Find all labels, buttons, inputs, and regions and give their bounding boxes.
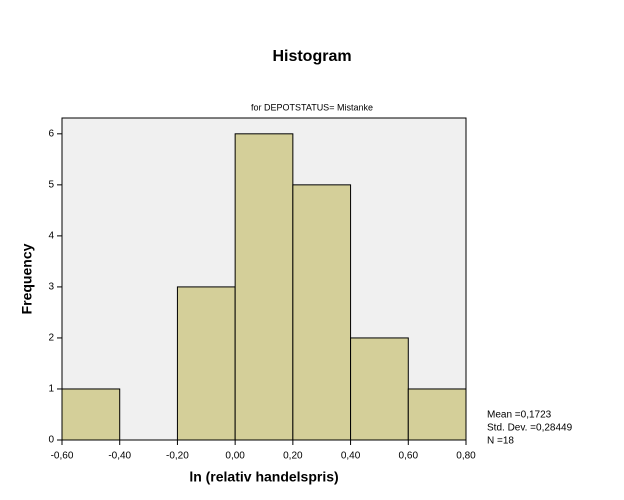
y-tick-label: 0 <box>48 435 54 446</box>
x-tick-label: 0,80 <box>456 451 476 462</box>
x-axis-title: ln (relativ handelspris) <box>189 469 338 485</box>
x-tick-label: 0,40 <box>341 451 361 462</box>
y-tick-label: 4 <box>48 231 54 242</box>
y-tick-label: 2 <box>48 333 54 344</box>
x-tick-label: 0,00 <box>225 451 245 462</box>
x-tick-label: -0,40 <box>108 451 131 462</box>
y-tick-label: 3 <box>48 282 54 293</box>
x-tick-label: 0,60 <box>399 451 419 462</box>
x-tick-label: 0,20 <box>283 451 303 462</box>
y-tick-label: 5 <box>48 179 54 190</box>
y-tick-label: 6 <box>48 128 54 139</box>
stat-mean: Mean =0,1723 <box>487 410 552 421</box>
x-tick-label: -0,20 <box>166 451 189 462</box>
bar <box>350 337 409 441</box>
stat-n: N =18 <box>487 436 514 447</box>
stat-std: Std. Dev. =0,28449 <box>487 423 573 434</box>
bar <box>292 184 352 441</box>
bar <box>234 133 294 441</box>
y-axis-title: Frequency <box>19 243 35 314</box>
chart-title: Histogram <box>272 48 351 65</box>
chart-subtitle: for DEPOTSTATUS= Mistanke <box>251 102 373 112</box>
bar <box>176 286 236 441</box>
y-tick-label: 1 <box>48 384 54 395</box>
x-tick-label: -0,60 <box>51 451 74 462</box>
bar <box>407 388 467 441</box>
bar <box>61 388 121 441</box>
